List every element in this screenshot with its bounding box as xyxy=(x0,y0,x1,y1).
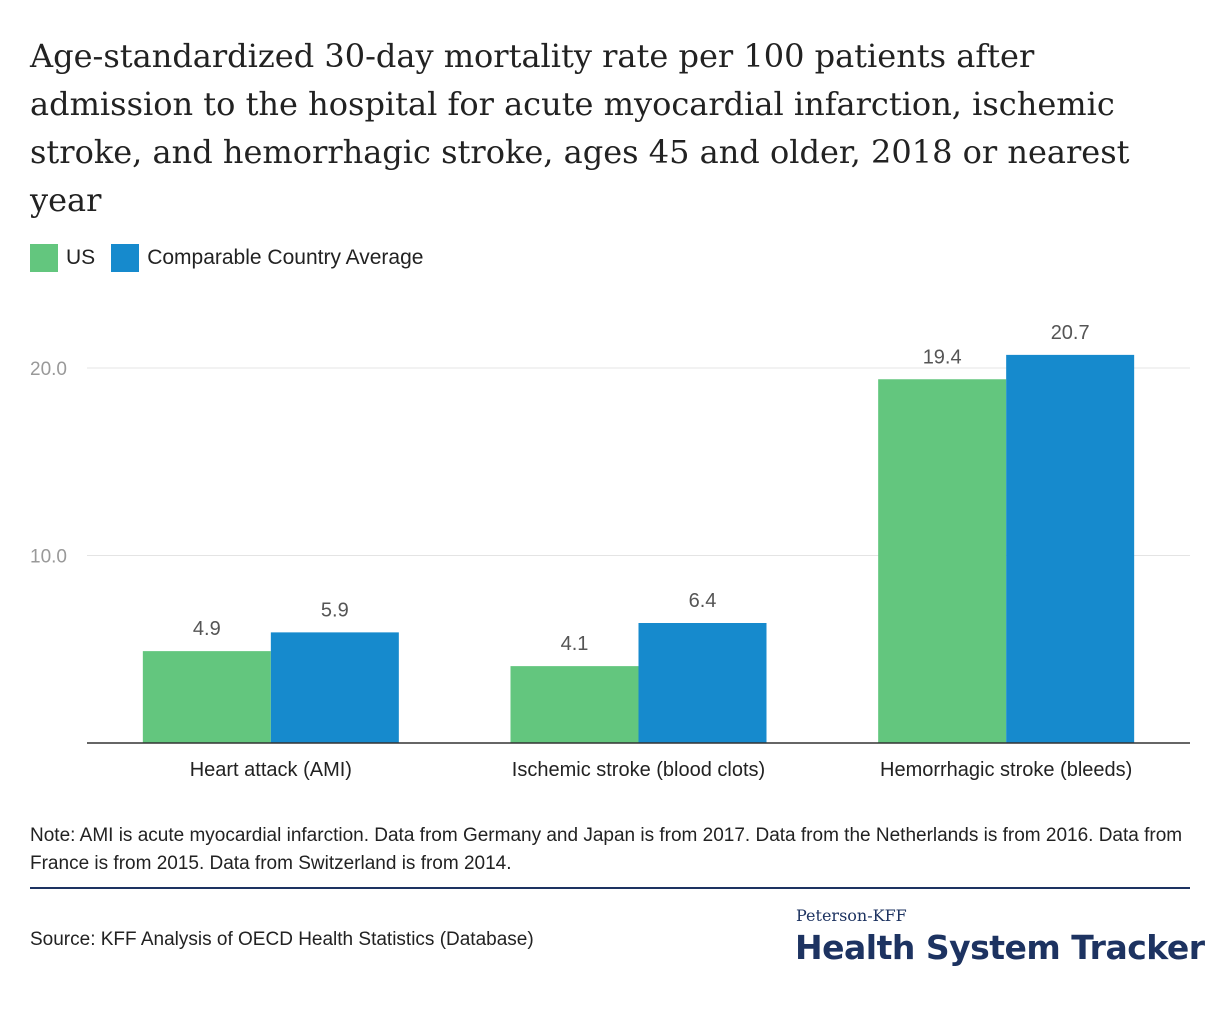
legend-swatch-comparable xyxy=(111,244,140,272)
data-label: 4.1 xyxy=(561,633,589,655)
data-label: 20.7 xyxy=(1051,322,1090,344)
footer-divider xyxy=(30,887,1190,889)
data-label: 6.4 xyxy=(689,590,717,612)
brand-peterson-kff: Peterson-KFF xyxy=(796,906,907,925)
legend-swatch-us xyxy=(30,244,58,272)
data-label: 4.9 xyxy=(193,618,221,640)
bar-chart: 10.0 20.0 4.9 5.9 Heart attack (AMI) 4.1 6.4 Is… xyxy=(30,322,1190,781)
y-tick-label: 10.0 xyxy=(30,547,67,568)
x-tick-label: Hemorrhagic stroke (bleeds) xyxy=(880,759,1132,781)
legend-label-comparable: Comparable Country Average xyxy=(147,246,424,269)
brand-health-system-tracker: Health System Tracker xyxy=(795,928,1205,967)
x-tick-label: Heart attack (AMI) xyxy=(190,759,352,781)
bar xyxy=(142,651,271,743)
y-tick-label: 20.0 xyxy=(30,359,67,380)
x-tick-label: Ischemic stroke (blood clots) xyxy=(512,759,765,781)
data-label: 5.9 xyxy=(321,599,349,621)
bar xyxy=(1006,354,1135,743)
legend-item-us[interactable]: US xyxy=(30,244,95,272)
chart-title: Age-standardized 30-day mortality rate p… xyxy=(30,37,1130,219)
legend-item-comparable[interactable]: Comparable Country Average xyxy=(111,244,423,272)
chart-note: Note: AMI is acute myocardial infarction… xyxy=(30,825,1183,874)
bar xyxy=(878,379,1007,743)
bar xyxy=(638,623,767,743)
bar xyxy=(270,632,399,743)
source-text: Source: KFF Analysis of OECD Health Stat… xyxy=(30,929,534,950)
legend-label-us: US xyxy=(66,246,96,269)
data-label: 19.4 xyxy=(923,346,962,368)
legend: US Comparable Country Average xyxy=(30,244,423,272)
bar xyxy=(510,666,639,743)
